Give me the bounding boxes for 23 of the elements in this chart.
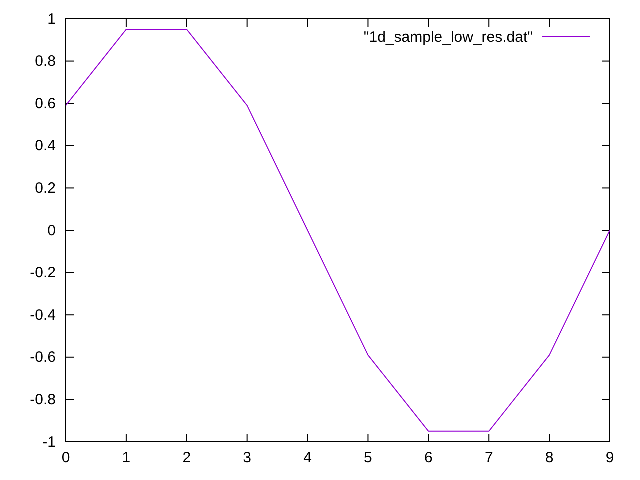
y-tick-label: 0.8 [35, 53, 56, 70]
y-tick-label: 0.6 [35, 95, 56, 112]
y-tick-label: -0.6 [30, 349, 56, 366]
y-tick-label: 0 [48, 222, 56, 240]
x-tick-label: 4 [304, 450, 312, 467]
y-tick-label: 0.4 [35, 138, 56, 155]
y-tick-label: -0.4 [30, 306, 56, 324]
x-tick-label: 3 [243, 450, 252, 467]
legend-label: "1d_sample_low_res.dat" [364, 29, 533, 46]
y-tick-label: 0.2 [35, 180, 56, 197]
y-tick-label: -0.8 [30, 392, 56, 408]
x-tick-label: 2 [182, 450, 192, 467]
x-tick-label: 7 [484, 450, 494, 467]
x-tick-label: 6 [424, 450, 433, 467]
x-tick-label: 9 [606, 450, 614, 467]
y-tick-label: -1 [42, 434, 56, 451]
x-tick-label: 5 [364, 450, 372, 467]
y-tick-label: -0.2 [30, 264, 56, 282]
line-series [66, 29, 610, 432]
x-tick-label: 0 [62, 450, 70, 467]
x-tick-label: 8 [545, 450, 554, 467]
x-tick-label: 1 [122, 450, 131, 467]
y-tick-label: 1 [48, 10, 56, 28]
